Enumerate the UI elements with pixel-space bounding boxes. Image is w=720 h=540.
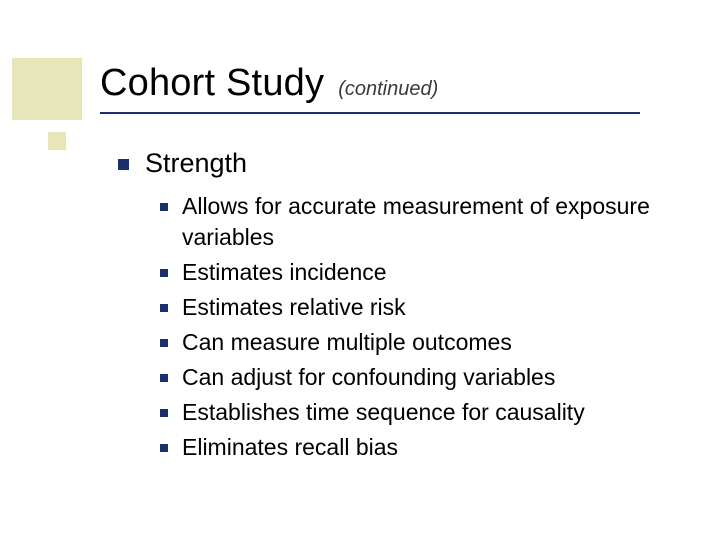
slide: Cohort Study (continued) Strength Allows… bbox=[0, 0, 720, 540]
bullet-level2-text: Can adjust for confounding variables bbox=[182, 362, 555, 393]
bullet-level2-item: Can adjust for confounding variables bbox=[160, 362, 678, 393]
square-bullet-icon bbox=[160, 409, 168, 417]
slide-title-continued: (continued) bbox=[338, 78, 438, 101]
slide-title: Cohort Study bbox=[100, 62, 324, 105]
bullet-level2-text: Eliminates recall bias bbox=[182, 432, 398, 463]
square-bullet-icon bbox=[160, 269, 168, 277]
slide-body: Strength Allows for accurate measurement… bbox=[118, 148, 678, 467]
square-bullet-icon bbox=[160, 304, 168, 312]
bullet-level2-item: Can measure multiple outcomes bbox=[160, 327, 678, 358]
bullet-level2-item: Allows for accurate measurement of expos… bbox=[160, 191, 678, 253]
bullet-level2-text: Estimates incidence bbox=[182, 257, 387, 288]
title-underline bbox=[100, 112, 640, 114]
square-bullet-icon bbox=[160, 339, 168, 347]
bullet-level2-list: Allows for accurate measurement of expos… bbox=[160, 191, 678, 463]
bullet-level2-item: Establishes time sequence for causality bbox=[160, 397, 678, 428]
bullet-level2-text: Can measure multiple outcomes bbox=[182, 327, 512, 358]
square-bullet-icon bbox=[160, 203, 168, 211]
accent-box-small bbox=[48, 132, 66, 150]
square-bullet-icon bbox=[160, 444, 168, 452]
bullet-level1: Strength bbox=[118, 148, 678, 179]
bullet-level2-text: Establishes time sequence for causality bbox=[182, 397, 585, 428]
accent-box-large bbox=[12, 58, 82, 120]
bullet-level2-text: Estimates relative risk bbox=[182, 292, 406, 323]
square-bullet-icon bbox=[160, 374, 168, 382]
square-bullet-icon bbox=[118, 159, 129, 170]
slide-title-row: Cohort Study (continued) bbox=[100, 62, 438, 105]
bullet-level1-label: Strength bbox=[145, 148, 247, 179]
bullet-level2-item: Eliminates recall bias bbox=[160, 432, 678, 463]
bullet-level2-item: Estimates incidence bbox=[160, 257, 678, 288]
bullet-level2-text: Allows for accurate measurement of expos… bbox=[182, 191, 678, 253]
bullet-level2-item: Estimates relative risk bbox=[160, 292, 678, 323]
